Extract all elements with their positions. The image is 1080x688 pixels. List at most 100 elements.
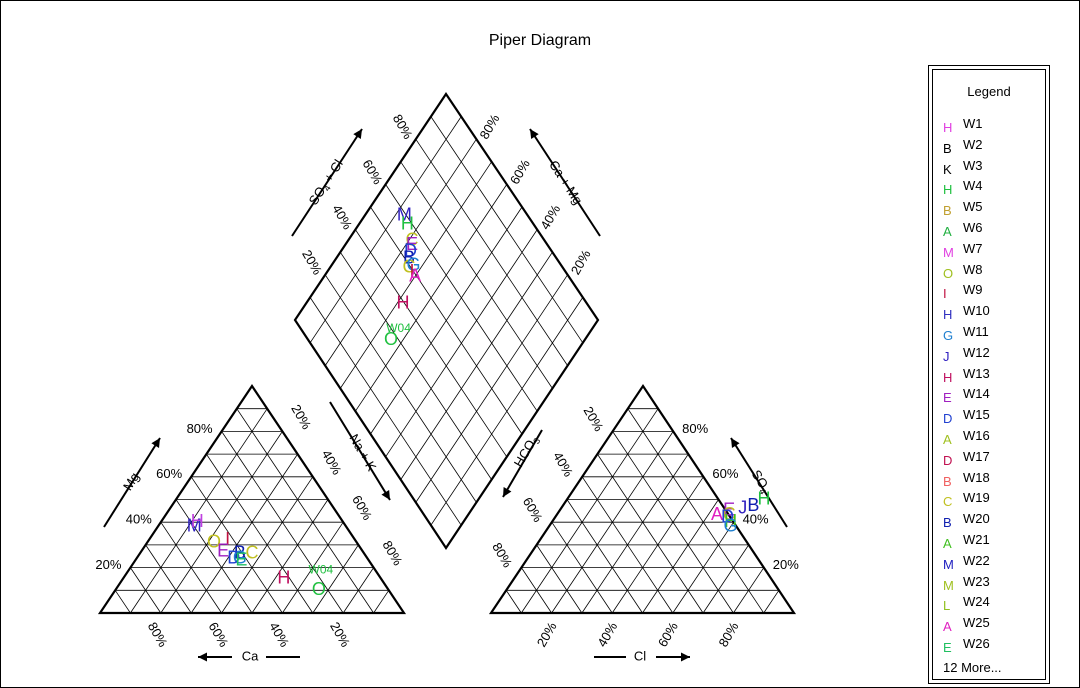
tick-label: 80% [489, 540, 515, 570]
legend-symbol: B [943, 203, 952, 219]
cl-arrow-right-head [681, 652, 690, 662]
diamond-point: H [397, 293, 410, 313]
anion-triangle-grid-line [521, 567, 552, 614]
legend-symbol: A [943, 619, 952, 635]
tick-label: 20% [95, 557, 121, 572]
mg-arrow [103, 437, 161, 528]
diamond-point: E [406, 234, 418, 254]
camg-arrow [529, 128, 601, 237]
legend-symbol: B [943, 140, 952, 156]
anion-point: E [723, 500, 735, 520]
anion-triangle-grid-line [627, 408, 765, 614]
legend-label: W18 [963, 469, 990, 485]
cation-point: E [217, 540, 229, 560]
legend-symbol: A [943, 223, 952, 239]
legend-symbol: D [943, 452, 953, 468]
so4cl-arrow-head [353, 129, 362, 139]
diamond-point: I [410, 261, 415, 281]
diamond-grid-line [430, 116, 584, 344]
cation-point-label: W04 [309, 562, 334, 576]
legend-title: Legend [967, 84, 1011, 99]
anion-triangle-grid-line [566, 499, 643, 614]
legend: Legend H W1 B W2 K W3 H W4 B W5 A W6 M W7 O W8 I W9 H W10 G W… [928, 65, 1050, 684]
tick-label: 20% [568, 247, 594, 277]
ca-arrow-left-head [198, 652, 207, 662]
legend-label: W13 [963, 365, 990, 381]
diamond-grid-line [415, 274, 568, 503]
diamond-point: O [384, 329, 398, 349]
tick-label: 40% [126, 512, 152, 527]
nak-arrow-head [381, 489, 390, 500]
legend-symbol: M [943, 577, 954, 593]
legend-symbol: L [943, 598, 951, 614]
legend-symbol: E [943, 639, 952, 655]
anion-point: H [724, 511, 737, 531]
cation-triangle-grid-line [236, 408, 374, 614]
so4-arrow [730, 437, 788, 528]
cation-triangle-grid-line [190, 476, 283, 614]
legend-label: W1 [963, 116, 983, 131]
so4cl-arrow [291, 128, 363, 237]
camg-arrow-head [530, 129, 539, 139]
anion-triangle-grid-line [597, 453, 704, 614]
diamond-point: A [409, 266, 421, 286]
legend-symbol: M [943, 556, 954, 572]
tick-label: 20% [581, 404, 607, 434]
legend-inner-border [932, 69, 1046, 680]
legend-label: W11 [963, 323, 989, 339]
anion-point: A [711, 504, 723, 524]
anion-triangle-grid-line [642, 499, 719, 614]
diamond-point: W04 [386, 321, 411, 335]
diamond-grid-line [385, 184, 538, 412]
tick-label: 20% [327, 619, 353, 649]
anion-triangle-grid-line [551, 521, 613, 614]
tick-label: 20% [773, 557, 799, 572]
tick-label: 60% [655, 619, 681, 649]
legend-symbol: A [943, 535, 952, 551]
tick-label: 40% [266, 619, 292, 649]
legend-symbol: M [943, 244, 954, 260]
nak-arrow [329, 401, 391, 501]
cation-point: M [187, 515, 202, 535]
anion-point: D [721, 506, 734, 526]
tick-label: 80% [715, 619, 741, 649]
tick-label: 40% [319, 447, 345, 477]
diamond-point: C [405, 229, 418, 249]
tick-label: 60% [349, 493, 375, 523]
cation-triangle-grid-line [312, 544, 359, 614]
cation-triangle-grid-line [206, 453, 314, 614]
legend-label: W23 [963, 573, 990, 589]
cation-triangle-grid-line [160, 521, 222, 614]
diamond-grid-line [400, 251, 553, 480]
anion-point: C [723, 504, 736, 524]
diamond-grid-line [430, 297, 584, 526]
mg-arrow-head [151, 438, 160, 449]
legend-label: W3 [963, 157, 983, 173]
cation-triangle-grid-line [130, 408, 268, 614]
legend-symbol: H [943, 182, 953, 198]
legend-symbol: H [943, 120, 953, 135]
legend-label: W17 [963, 448, 990, 464]
cation-triangle-grid-line [221, 431, 344, 614]
anion-triangle-grid-line [581, 453, 689, 614]
cation-point: H [191, 511, 204, 531]
tick-label: 60% [156, 466, 182, 481]
tick-label: 60% [507, 156, 533, 186]
legend-symbol: H [943, 307, 953, 323]
diamond-grid-line [370, 206, 523, 435]
tick-label: 60% [360, 157, 386, 187]
tick-label: 60% [520, 495, 546, 525]
tick-label: 80% [380, 538, 406, 568]
legend-label: W5 [963, 199, 983, 215]
anion-triangle-grid-line [612, 431, 734, 614]
tick-label: 20% [534, 619, 560, 649]
tick-label: 40% [594, 619, 620, 649]
cation-triangle-grid-line [145, 544, 192, 614]
cation-point: D [227, 547, 240, 567]
cation-triangle-grid-line [130, 567, 162, 614]
anion-triangle-outline [488, 384, 797, 615]
legend-label: W6 [963, 219, 983, 235]
cation-point: I [225, 529, 230, 549]
tick-label: 80% [390, 112, 416, 142]
diamond-point: H [401, 214, 414, 234]
